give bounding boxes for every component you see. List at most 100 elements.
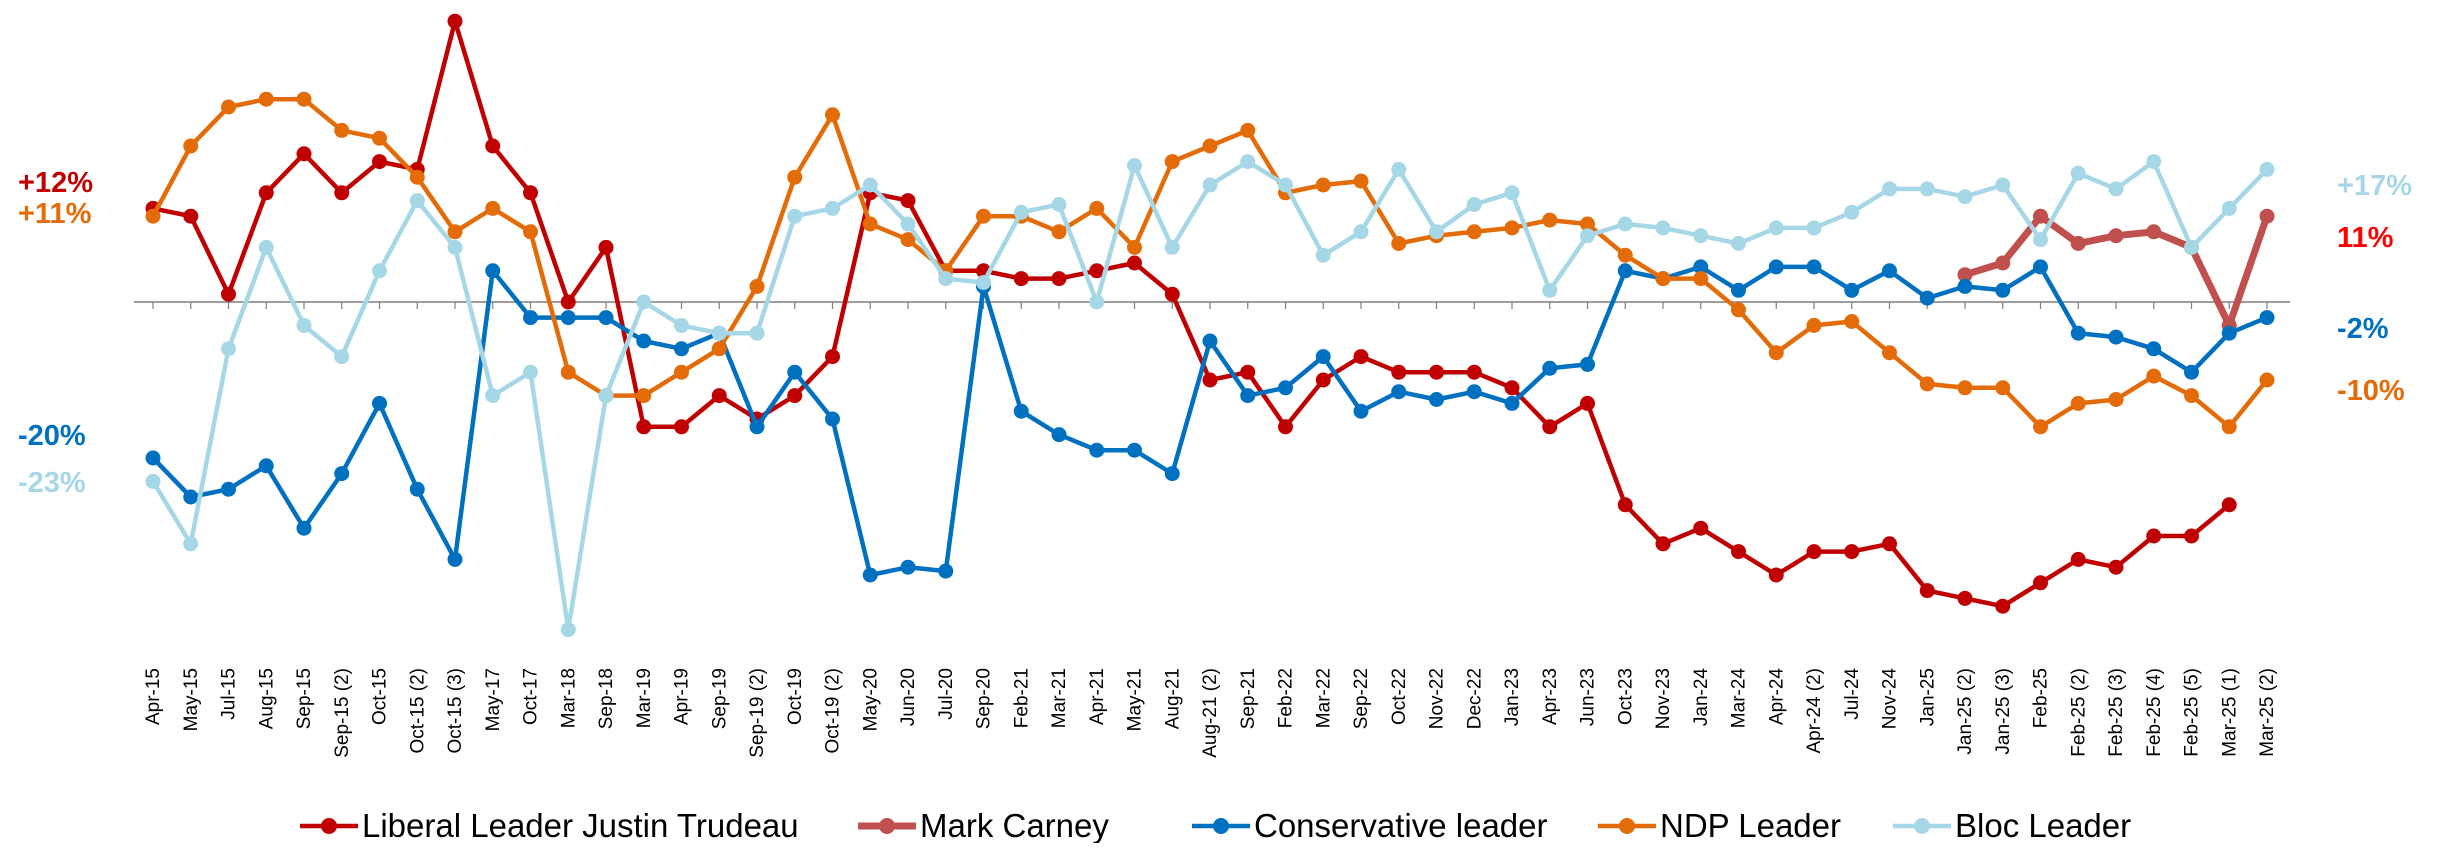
- data-point: [1542, 360, 1558, 376]
- data-point: [900, 216, 916, 232]
- x-tick-label: Feb-25 (5): [2182, 668, 2203, 757]
- x-tick-label: Apr-15: [143, 668, 164, 725]
- data-point: [1240, 122, 1256, 138]
- x-tick-label: Apr-24: [1766, 668, 1787, 725]
- data-point: [1353, 224, 1369, 240]
- x-tick-label: Mar-21: [1049, 668, 1070, 728]
- data-point: [1693, 520, 1709, 536]
- data-point: [1957, 380, 1973, 396]
- data-point: [1768, 567, 1784, 583]
- legend-item: Bloc Leader: [1893, 807, 2131, 844]
- data-point: [1655, 536, 1671, 552]
- data-point: [2070, 165, 2086, 181]
- x-tick-label: Oct-19 (2): [823, 668, 844, 754]
- value-annotation: -23%: [18, 467, 86, 499]
- data-point: [523, 310, 538, 326]
- data-point: [636, 333, 652, 349]
- series-4: [145, 154, 2275, 638]
- data-point: [2033, 232, 2048, 248]
- data-point: [636, 294, 652, 310]
- value-annotation: -10%: [2337, 375, 2405, 407]
- data-point: [1919, 376, 1935, 392]
- data-point: [372, 263, 387, 279]
- data-point: [183, 489, 199, 505]
- data-point: [258, 458, 274, 474]
- data-point: [636, 419, 652, 435]
- data-point: [862, 177, 878, 193]
- legend-label: Conservative leader: [1254, 807, 1548, 843]
- data-point: [1202, 177, 1218, 193]
- x-tick-label: Jan-25 (2): [1955, 668, 1976, 755]
- legend-swatch-marker: [1914, 818, 1930, 834]
- data-point: [258, 185, 274, 201]
- data-point: [296, 91, 312, 107]
- data-point: [1164, 154, 1180, 170]
- x-tick-label: Oct-19: [785, 668, 806, 725]
- data-point: [296, 520, 312, 536]
- data-point: [787, 364, 803, 380]
- data-point: [1051, 427, 1067, 443]
- data-point: [1919, 181, 1935, 197]
- x-tick-label: Jun-20: [898, 668, 919, 726]
- data-point: [674, 419, 689, 435]
- x-tick-label: Feb-25 (4): [2144, 668, 2165, 757]
- x-tick-label: Mar-25 (1): [2219, 668, 2240, 757]
- data-point: [2221, 200, 2237, 216]
- data-point: [711, 325, 727, 341]
- data-point: [2108, 559, 2124, 575]
- data-point: [1164, 239, 1180, 255]
- data-point: [485, 263, 501, 279]
- x-tick-label: Feb-25: [2031, 668, 2052, 728]
- data-point: [1580, 356, 1595, 372]
- data-point: [372, 154, 387, 170]
- legend-swatch-marker: [321, 818, 337, 834]
- data-point: [900, 232, 916, 248]
- data-point: [1504, 395, 1520, 411]
- data-point: [2259, 161, 2275, 177]
- legend-item: NDP Leader: [1598, 807, 1841, 844]
- data-point: [409, 169, 425, 185]
- data-point: [1844, 204, 1860, 220]
- value-annotation: -2%: [2337, 313, 2389, 345]
- x-tick-label: Apr-21: [1087, 668, 1108, 725]
- data-point: [598, 388, 614, 404]
- data-point: [1655, 271, 1671, 287]
- data-point: [1202, 138, 1218, 154]
- data-point: [1240, 388, 1256, 404]
- data-point: [1391, 161, 1407, 177]
- data-point: [1504, 220, 1520, 236]
- data-point: [1957, 189, 1973, 205]
- data-point: [296, 317, 312, 333]
- data-point: [1731, 544, 1746, 560]
- data-point: [1919, 583, 1935, 599]
- data-point: [787, 388, 803, 404]
- data-point: [1315, 372, 1331, 388]
- x-tick-label: Aug-15: [256, 668, 277, 729]
- data-point: [183, 138, 199, 154]
- data-point: [825, 411, 840, 427]
- data-point: [976, 208, 991, 224]
- series-line: [150, 18, 2232, 609]
- data-point: [1504, 380, 1520, 396]
- series-layer: [145, 13, 2275, 638]
- data-point: [409, 481, 425, 497]
- data-point: [1731, 282, 1746, 298]
- data-point: [1466, 364, 1482, 380]
- data-point: [749, 278, 765, 294]
- data-point: [372, 130, 387, 146]
- data-point: [2108, 329, 2124, 345]
- data-point: [258, 91, 274, 107]
- data-point: [2108, 392, 2124, 407]
- data-point: [1882, 263, 1897, 279]
- data-point: [674, 341, 689, 357]
- x-tick-label: Jan-25 (3): [1993, 668, 2014, 755]
- data-point: [145, 208, 161, 224]
- data-point: [1353, 173, 1369, 189]
- x-tick-label: Oct-17: [521, 668, 542, 725]
- data-point: [711, 341, 727, 357]
- data-point: [862, 567, 878, 583]
- data-point: [2221, 325, 2237, 341]
- annotation-layer: +12%+11% -20% -23% +17% 11% -2% -10%: [18, 167, 2412, 499]
- data-point: [334, 349, 350, 365]
